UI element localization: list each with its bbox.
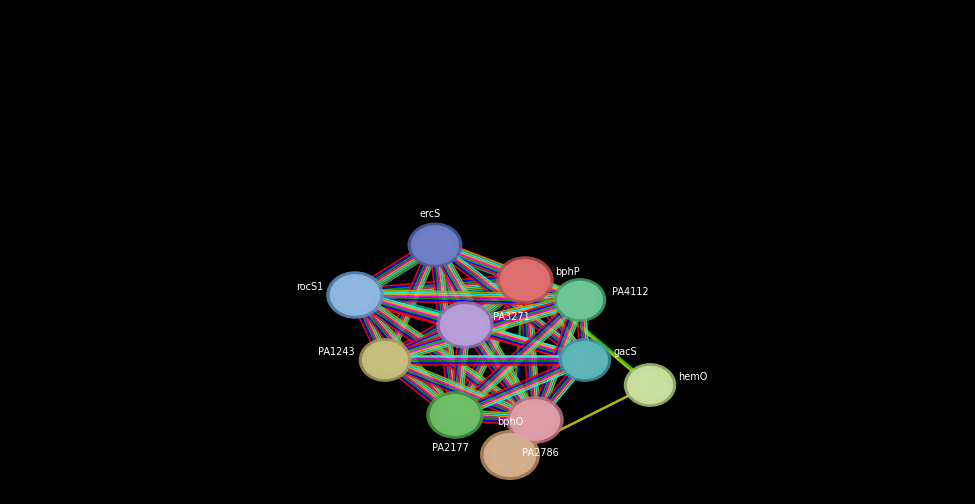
Ellipse shape (500, 259, 550, 301)
Text: PA2177: PA2177 (432, 443, 468, 453)
Text: gacS: gacS (613, 347, 637, 357)
Ellipse shape (559, 338, 611, 382)
Text: bphO: bphO (497, 417, 524, 427)
Ellipse shape (632, 370, 668, 400)
Text: PA1243: PA1243 (319, 347, 355, 357)
Text: PA2786: PA2786 (522, 448, 559, 458)
Ellipse shape (489, 438, 530, 472)
Text: PA3271: PA3271 (493, 312, 529, 322)
Ellipse shape (426, 391, 484, 439)
Ellipse shape (330, 274, 380, 316)
Ellipse shape (627, 366, 673, 404)
Text: bphP: bphP (555, 267, 580, 277)
Ellipse shape (368, 345, 403, 375)
Text: PA4112: PA4112 (612, 287, 648, 297)
Ellipse shape (624, 363, 677, 407)
Ellipse shape (410, 225, 459, 265)
Text: hemO: hemO (678, 372, 708, 382)
Ellipse shape (446, 309, 485, 341)
Ellipse shape (563, 285, 598, 315)
Ellipse shape (510, 399, 561, 441)
Ellipse shape (327, 271, 384, 319)
Ellipse shape (484, 433, 536, 477)
Text: ercS: ercS (419, 209, 441, 219)
Ellipse shape (408, 222, 462, 268)
Ellipse shape (440, 304, 490, 346)
Ellipse shape (506, 396, 564, 444)
Ellipse shape (359, 338, 411, 382)
Ellipse shape (430, 394, 481, 436)
Ellipse shape (496, 256, 554, 304)
Ellipse shape (436, 399, 475, 431)
Ellipse shape (557, 281, 604, 319)
Ellipse shape (416, 230, 453, 260)
Ellipse shape (516, 404, 555, 436)
Ellipse shape (480, 430, 540, 480)
Ellipse shape (567, 345, 603, 375)
Text: rocS1: rocS1 (295, 282, 323, 292)
Ellipse shape (562, 341, 608, 379)
Ellipse shape (436, 301, 493, 349)
Ellipse shape (554, 278, 606, 322)
Ellipse shape (505, 264, 545, 296)
Ellipse shape (362, 341, 409, 379)
Ellipse shape (335, 279, 374, 311)
